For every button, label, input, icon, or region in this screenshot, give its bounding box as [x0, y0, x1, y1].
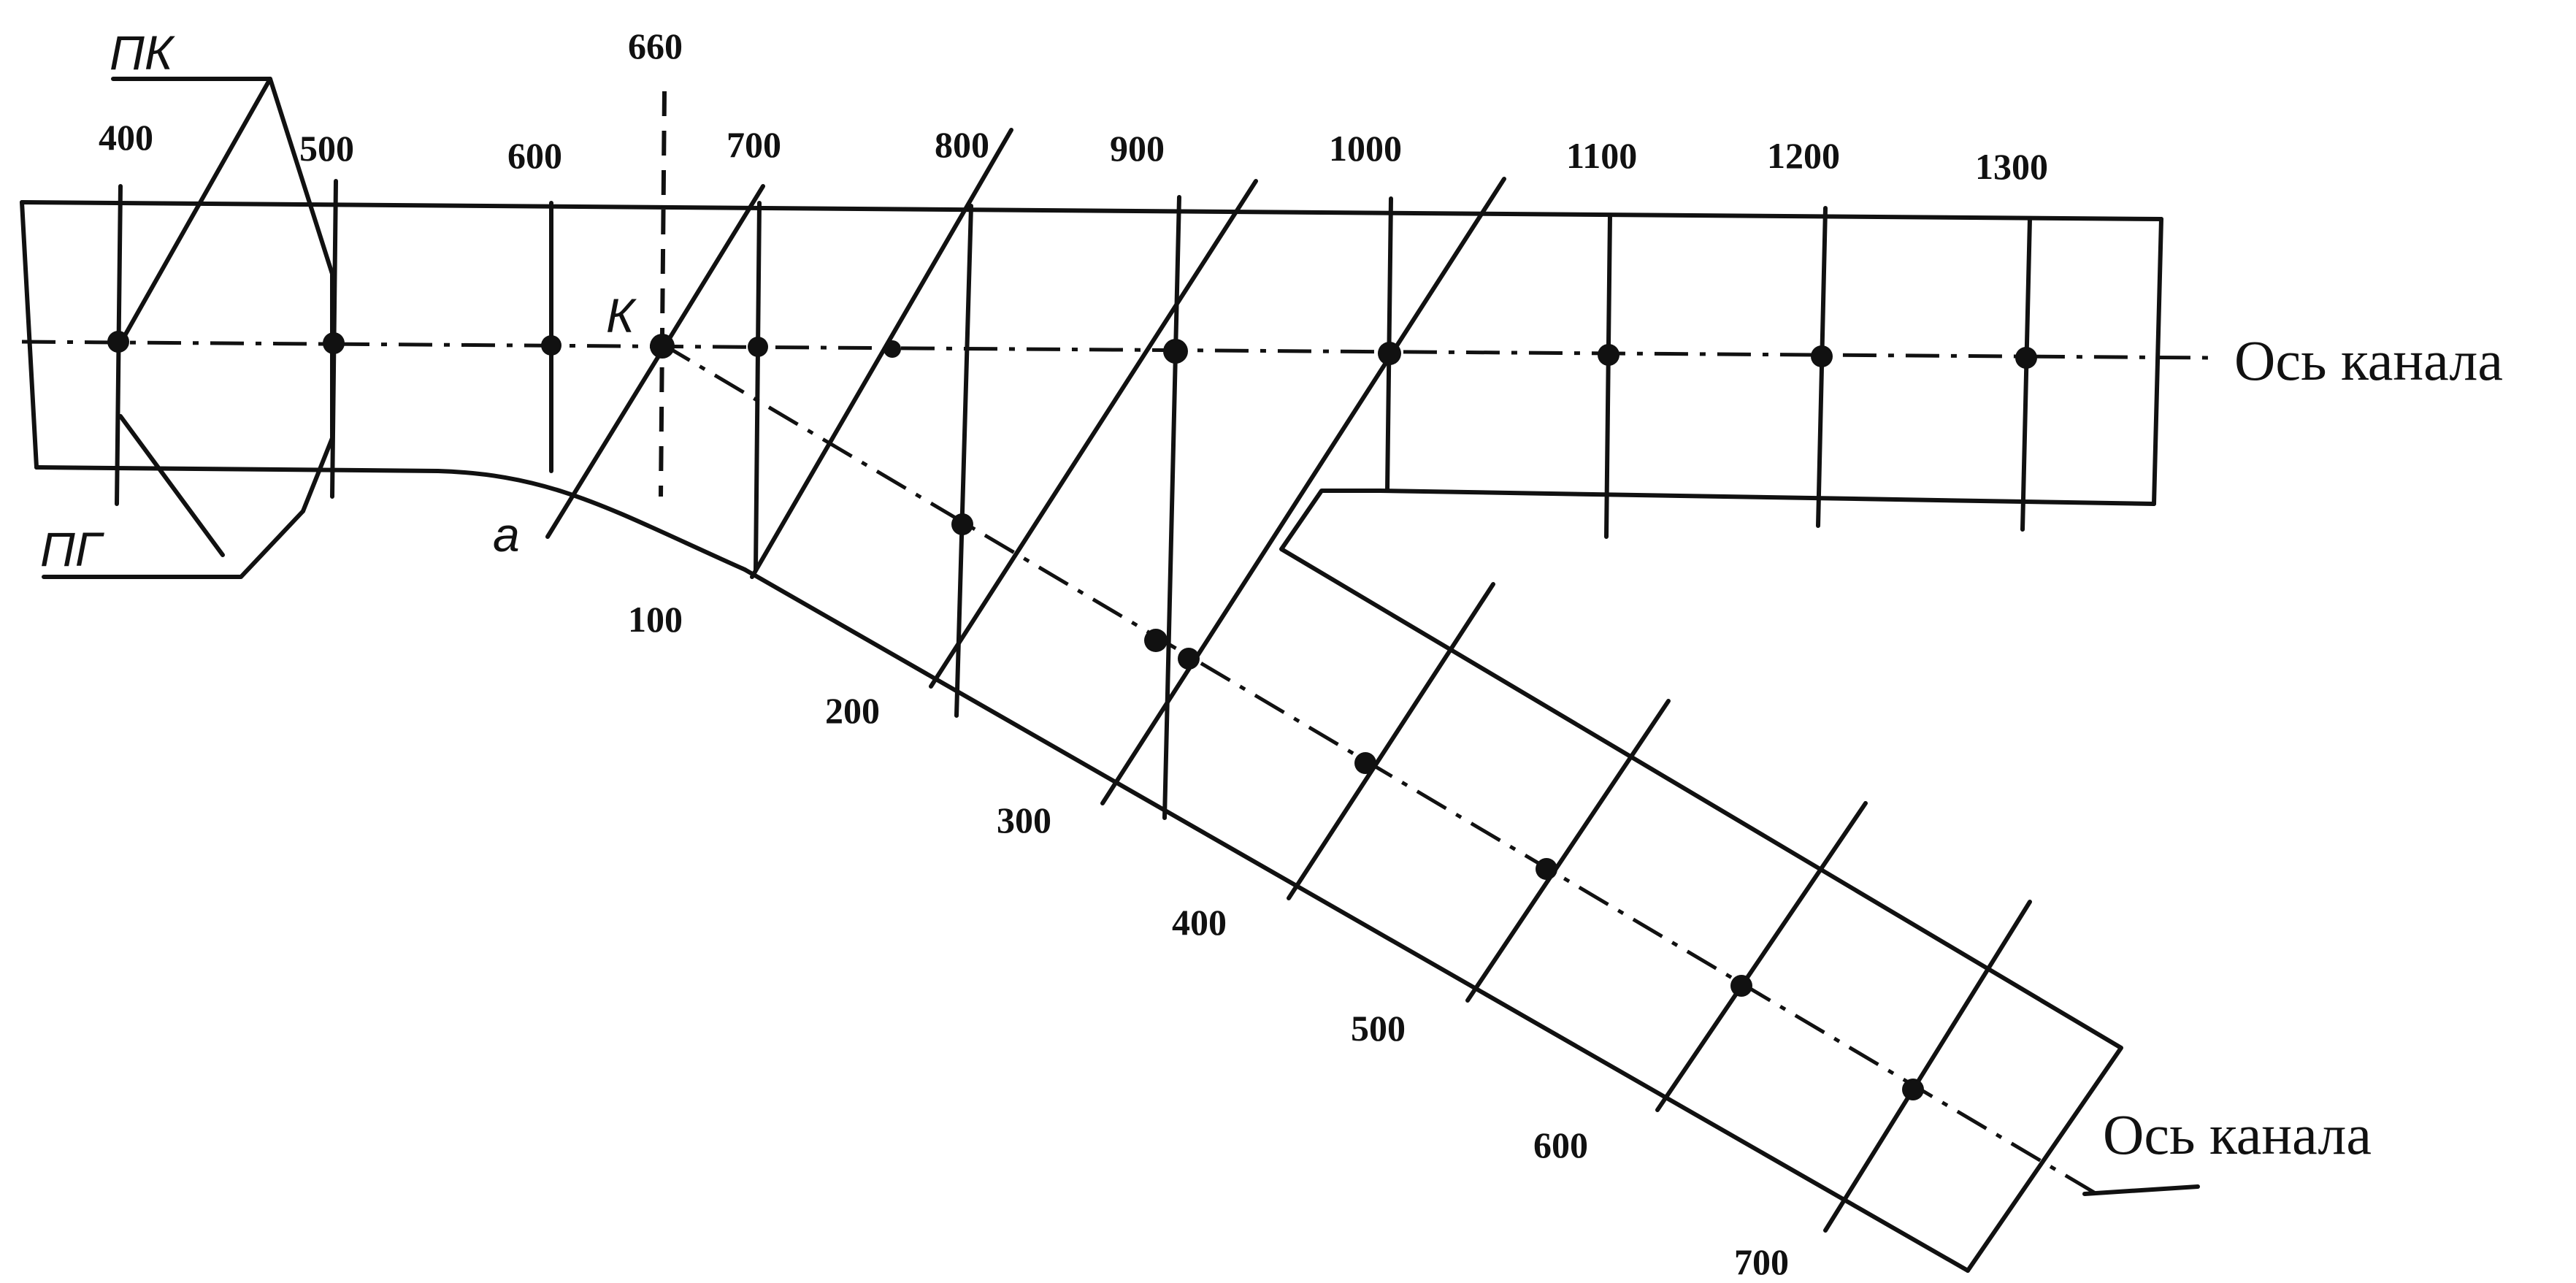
station-label-1300: 1300: [1975, 146, 2048, 187]
main-channel-right-edge: [2152, 217, 2163, 506]
branch-label-200: 200: [825, 690, 880, 731]
axis-point: [748, 337, 768, 357]
branch-channel-axis: [659, 341, 2104, 1200]
main-channel-left-edge: [20, 200, 39, 470]
main-channel-axis: [21, 340, 2213, 360]
axis-point: [323, 332, 345, 354]
station-label-800: 800: [935, 124, 989, 165]
branch-label-700: 700: [1734, 1241, 1789, 1282]
axis-point: [2015, 347, 2037, 369]
main-channel-top-edge: [20, 200, 2163, 221]
label-a: a: [493, 508, 520, 562]
station-label-500: 500: [299, 128, 354, 169]
axis-points: [107, 331, 2037, 1100]
main-station-lines: [115, 91, 2032, 820]
pk-pg-markers: [42, 77, 334, 579]
pg-leader-line: [42, 509, 305, 579]
axis-point: [1354, 752, 1376, 774]
station-line-800: [954, 204, 973, 718]
main-axis-label: Ось канала: [2234, 329, 2503, 392]
station-label-400: 400: [99, 117, 153, 158]
pg-diagonal-line: [118, 414, 225, 557]
station-line-1100: [1604, 213, 1612, 539]
oblique-line-200: [929, 179, 1258, 689]
label-pk: ПК: [110, 26, 175, 80]
oblique-line-300: [1100, 177, 1506, 805]
axis-point: [1144, 629, 1168, 652]
branch-label-600: 600: [1533, 1125, 1588, 1165]
axis-point: [1730, 975, 1752, 997]
main-channel-bottom-left-edge: [34, 465, 440, 473]
axis-point: [541, 335, 561, 356]
axis-point: [883, 340, 901, 358]
axis-point: [951, 513, 973, 535]
main-channel-bottom-curve: [436, 469, 747, 572]
branch-line-600: [1655, 801, 1868, 1112]
labels: ПК ПГ К a 400 500 600 660 700 800 900 10…: [40, 26, 2503, 1282]
branch-label-300: 300: [997, 800, 1051, 840]
oblique-line-a: [545, 184, 765, 539]
branch-channel: [659, 341, 2123, 1273]
station-label-600: 600: [507, 135, 562, 176]
branch-station-lines: [1287, 582, 2032, 1233]
axis-point: [1536, 858, 1557, 880]
oblique-line-100: [750, 128, 1013, 579]
label-pg: ПГ: [40, 522, 104, 576]
oblique-lines: [545, 128, 1506, 805]
branch-channel-upper-edge: [1279, 489, 2123, 1273]
station-line-900: [1162, 195, 1181, 820]
branch-axis-label: Ось канала: [2103, 1103, 2372, 1166]
axis-point-k: [650, 334, 675, 359]
axis-point: [1378, 342, 1401, 365]
station-line-700: [754, 201, 762, 572]
branch-channel-lower-edge: [743, 567, 1970, 1273]
main-channel: [20, 200, 2213, 572]
branch-line-700: [1823, 900, 2032, 1233]
label-k: К: [606, 288, 637, 342]
station-label-660: 660: [628, 26, 683, 66]
branch-label-100: 100: [628, 599, 683, 640]
axis-point: [1598, 344, 1619, 366]
station-label-1200: 1200: [1767, 135, 1840, 176]
axis-point: [107, 331, 129, 353]
station-line-1300: [2020, 217, 2032, 532]
station-label-1100: 1100: [1566, 135, 1637, 176]
axis-point: [1163, 339, 1188, 364]
station-label-700: 700: [727, 124, 781, 165]
branch-label-500: 500: [1351, 1008, 1406, 1049]
main-channel-lower-right-edge: [1378, 489, 2156, 506]
axis-point: [1902, 1079, 1924, 1100]
branch-line-400: [1287, 582, 1495, 900]
station-line-660: [659, 91, 667, 497]
station-label-900: 900: [1110, 128, 1165, 169]
branch-axis-label-pointer: [2082, 1184, 2200, 1196]
axis-point: [1811, 345, 1833, 367]
axis-point: [1178, 648, 1200, 670]
branch-line-500: [1465, 699, 1671, 1003]
branch-label-400: 400: [1172, 902, 1227, 943]
station-label-1000: 1000: [1329, 128, 1402, 169]
